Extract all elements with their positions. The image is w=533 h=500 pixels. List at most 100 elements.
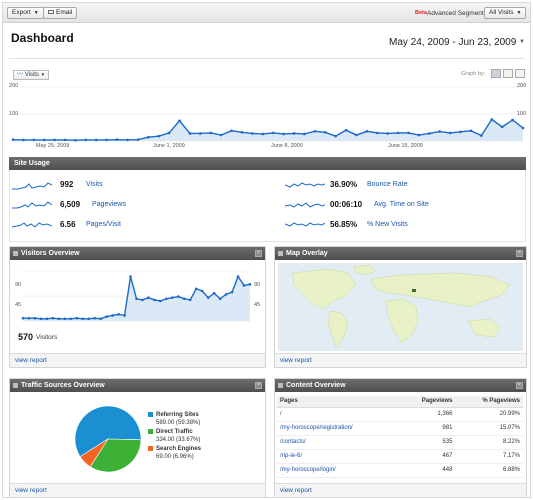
usage-label-time-on-site[interactable]: Avg. Time on Site: [374, 201, 429, 208]
data-point[interactable]: [105, 315, 108, 318]
data-point[interactable]: [323, 131, 327, 134]
data-point[interactable]: [521, 126, 525, 130]
data-point[interactable]: [87, 317, 91, 321]
data-point[interactable]: [135, 297, 138, 301]
drag-handle-icon[interactable]: [13, 251, 18, 256]
data-point[interactable]: [33, 316, 37, 320]
data-point[interactable]: [209, 131, 213, 135]
data-point[interactable]: [199, 132, 202, 135]
data-point[interactable]: [355, 133, 358, 137]
usage-label-pageviews[interactable]: Pageviews: [92, 201, 126, 208]
data-point[interactable]: [303, 132, 306, 136]
data-point[interactable]: [111, 314, 114, 317]
data-point[interactable]: [490, 118, 494, 121]
data-point[interactable]: [230, 290, 234, 294]
page-link[interactable]: /rip-ie-6/: [277, 449, 399, 464]
data-point[interactable]: [219, 133, 223, 137]
view-report-link[interactable]: view report: [10, 483, 265, 497]
data-point[interactable]: [75, 316, 79, 320]
usage-label-pages-visit[interactable]: Pages/Visit: [86, 221, 121, 228]
data-point[interactable]: [251, 132, 254, 135]
data-point[interactable]: [63, 138, 67, 142]
data-point[interactable]: [230, 129, 233, 133]
export-button[interactable]: Export ▼: [7, 7, 44, 19]
data-point[interactable]: [375, 131, 379, 135]
data-point[interactable]: [212, 291, 216, 295]
data-point[interactable]: [428, 132, 431, 135]
data-point[interactable]: [438, 130, 442, 133]
data-point[interactable]: [42, 138, 46, 142]
data-point[interactable]: [51, 316, 55, 320]
data-point[interactable]: [200, 289, 204, 293]
data-point[interactable]: [261, 132, 265, 136]
data-point[interactable]: [448, 131, 452, 135]
data-point[interactable]: [188, 298, 192, 302]
data-point[interactable]: [386, 132, 389, 135]
data-point[interactable]: [32, 138, 36, 142]
page-link[interactable]: /: [277, 407, 399, 422]
data-point[interactable]: [53, 138, 56, 142]
drag-handle-icon[interactable]: [13, 383, 18, 388]
data-point[interactable]: [334, 134, 337, 138]
data-point[interactable]: [167, 131, 171, 135]
data-point[interactable]: [236, 275, 240, 278]
data-point[interactable]: [147, 296, 150, 299]
data-point[interactable]: [480, 134, 483, 137]
visitors-chart[interactable]: [13, 267, 260, 325]
data-point[interactable]: [165, 297, 168, 301]
data-point[interactable]: [115, 138, 119, 141]
data-point[interactable]: [292, 132, 296, 135]
data-point[interactable]: [206, 296, 210, 299]
drag-handle-icon[interactable]: [278, 251, 283, 256]
close-icon[interactable]: ×: [516, 382, 523, 389]
traffic-pie-chart[interactable]: [72, 404, 144, 474]
data-point[interactable]: [105, 138, 108, 142]
data-point[interactable]: [218, 297, 222, 301]
data-point[interactable]: [129, 275, 132, 278]
data-point[interactable]: [94, 138, 98, 142]
data-point[interactable]: [282, 132, 285, 136]
data-point[interactable]: [136, 138, 140, 141]
graph-by-week-button[interactable]: [503, 69, 513, 78]
view-report-link[interactable]: view report: [10, 353, 265, 367]
page-link[interactable]: /my-horoscope/registration/: [277, 421, 399, 436]
data-point[interactable]: [171, 296, 174, 299]
data-point[interactable]: [511, 118, 514, 122]
chevron-down-icon[interactable]: ▼: [519, 39, 525, 45]
usage-label-visits[interactable]: Visits: [86, 181, 103, 188]
data-point[interactable]: [242, 284, 246, 287]
metric-select[interactable]: 〰 Visits ▼: [13, 70, 50, 80]
world-map[interactable]: [278, 263, 523, 351]
legend-item[interactable]: Search Engines: [148, 446, 201, 454]
page-link[interactable]: /contacts/: [277, 435, 399, 450]
data-point[interactable]: [117, 313, 120, 316]
drag-handle-icon[interactable]: [278, 383, 283, 388]
page-link[interactable]: /my-horoscope/login/: [277, 463, 399, 478]
graph-by-day-button[interactable]: [491, 69, 501, 78]
data-point[interactable]: [240, 131, 244, 134]
data-point[interactable]: [84, 138, 88, 142]
data-point[interactable]: [99, 317, 102, 321]
data-point[interactable]: [344, 128, 348, 132]
visits-chart[interactable]: [9, 81, 527, 153]
data-point[interactable]: [248, 283, 252, 286]
data-point[interactable]: [459, 130, 462, 134]
data-point[interactable]: [469, 129, 473, 133]
pie-slice[interactable]: [74, 405, 142, 458]
data-point[interactable]: [313, 129, 317, 133]
data-point[interactable]: [21, 316, 25, 320]
data-point[interactable]: [188, 132, 192, 135]
data-point[interactable]: [63, 317, 67, 321]
data-point[interactable]: [500, 125, 504, 129]
graph-by-month-button[interactable]: [515, 69, 525, 78]
data-point[interactable]: [39, 317, 43, 321]
data-point[interactable]: [126, 138, 129, 142]
data-point[interactable]: [81, 317, 85, 321]
legend-item[interactable]: Referring Sites: [148, 412, 201, 420]
data-point[interactable]: [11, 138, 15, 141]
data-point[interactable]: [93, 316, 96, 320]
data-point[interactable]: [159, 299, 162, 303]
column-header[interactable]: Pageviews: [398, 396, 456, 408]
data-point[interactable]: [178, 119, 181, 123]
data-point[interactable]: [45, 317, 49, 321]
